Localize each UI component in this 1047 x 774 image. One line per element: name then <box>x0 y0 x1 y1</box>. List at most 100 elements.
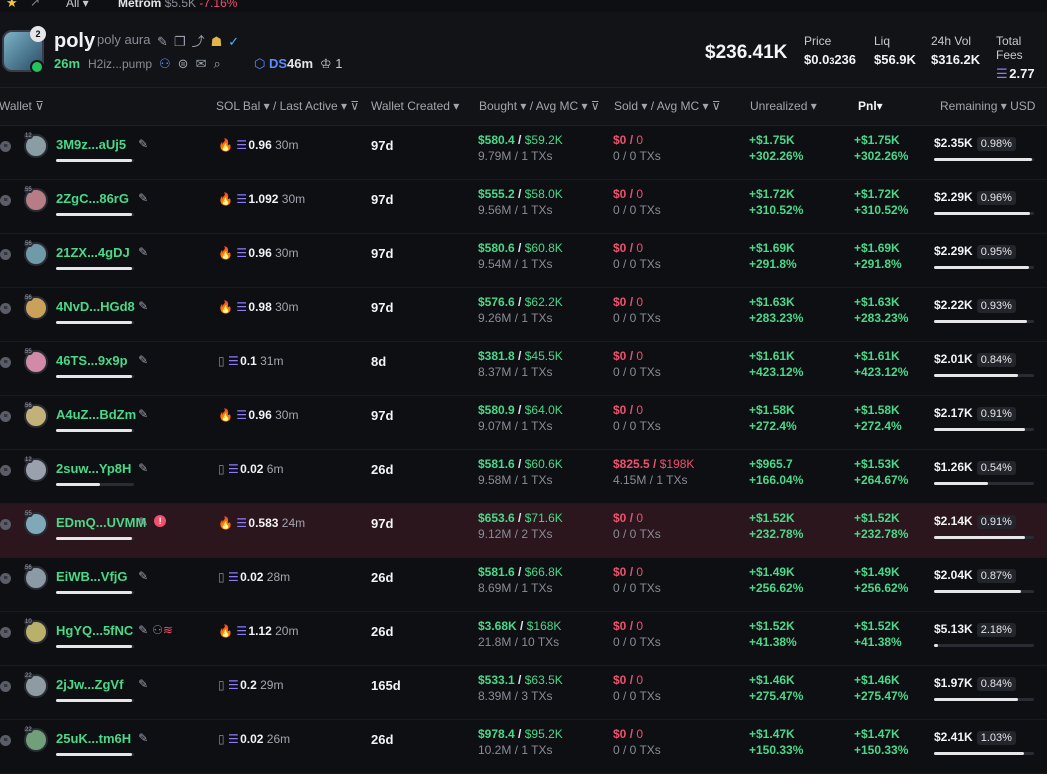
row-menu-icon[interactable]: ≡ <box>0 735 11 746</box>
wallet-address[interactable]: EDmQ...UVMM <box>56 515 147 530</box>
wallet-address[interactable]: 2ZgC...86rG <box>56 191 129 206</box>
edit-icon[interactable]: ✎ <box>138 623 149 637</box>
alert-icon[interactable]: ! <box>154 515 167 527</box>
wallet-address[interactable]: EiWB...VfjG <box>56 569 128 584</box>
avatar[interactable]: 12 <box>24 133 48 158</box>
wallet-address[interactable]: HgYQ...5fNC <box>56 623 134 638</box>
edit-icon[interactable]: ✎ <box>138 137 149 151</box>
edit-icon[interactable]: ✎ <box>138 245 149 259</box>
edit-icon[interactable]: ✎ <box>138 731 149 745</box>
table-row[interactable]: ≡ 56 4NvD...HGd8 ✎ 🔥 ☰ 0.98 30m 97d $576… <box>0 288 1047 342</box>
avatar[interactable]: 56 <box>24 565 48 590</box>
col-wallet[interactable]: Wallet ⊽ <box>0 99 45 113</box>
row-menu-icon[interactable]: ≡ <box>0 465 11 476</box>
search-icon[interactable]: ⌕ <box>213 56 228 71</box>
col-remaining[interactable]: Remaining ▾ USD <box>940 99 1036 113</box>
avatar[interactable]: 55 <box>24 511 48 536</box>
edit-icon[interactable]: ✎ <box>138 191 149 205</box>
table-row[interactable]: ≡ 55 EDmQ...UVMM ✎ ! 🔥 ☰ 0.583 24m 97d $… <box>0 504 1047 558</box>
table-row[interactable]: ≡ 56 EiWB...VfjG ✎ ▯ ☰ 0.02 28m 26d $581… <box>0 558 1047 612</box>
avatar[interactable]: 56 <box>24 403 48 428</box>
edit-icon[interactable]: ✎ <box>138 353 149 367</box>
wallet-address[interactable]: 2suw...Yp8H <box>56 461 132 476</box>
col-bought[interactable]: Bought ▾ / Avg MC ▾ ⊽ <box>479 99 600 113</box>
avatar[interactable]: 22 <box>24 673 48 698</box>
holders-count[interactable]: ♔ 1 <box>320 56 343 71</box>
avatar[interactable]: 22 <box>24 727 48 752</box>
people-icon[interactable]: ☗ <box>210 34 229 49</box>
row-menu-icon[interactable]: ≡ <box>0 141 11 152</box>
avatar-tag: 12 <box>24 133 33 139</box>
verified-icon[interactable]: ✓ <box>228 34 246 49</box>
table-row[interactable]: ≡ 56 A4uZ...BdZm ✎ 🔥 ☰ 0.96 30m 97d $580… <box>0 396 1047 450</box>
community-icon[interactable]: ⚇ <box>159 56 178 71</box>
avatar[interactable]: 12 <box>24 457 48 482</box>
row-menu-icon[interactable]: ≡ <box>0 411 11 422</box>
remaining-cell: $2.35K 0.98% <box>934 136 1016 151</box>
table-row[interactable]: ≡ 10 HgYQ...5fNC ✎ ⚇≋ 🔥 ☰ 1.12 20m 26d $… <box>0 612 1047 666</box>
token-address[interactable]: H2iz...pump <box>88 57 153 71</box>
wallet-address[interactable]: A4uZ...BdZm <box>56 407 137 422</box>
avatar[interactable]: 55 <box>24 187 48 212</box>
col-wallet-created[interactable]: Wallet Created ▾ <box>371 99 460 113</box>
table-row[interactable]: ≡ 12 2suw...Yp8H ✎ ▯ ☰ 0.02 6m 26d $581.… <box>0 450 1047 504</box>
row-menu-icon[interactable]: ≡ <box>0 195 11 206</box>
row-menu-icon[interactable]: ≡ <box>0 303 11 314</box>
remaining-bar-fill <box>934 266 1029 269</box>
dexscreener-link[interactable]: ⬡ DS46m <box>254 56 314 71</box>
row-menu-icon[interactable]: ≡ <box>0 249 11 260</box>
wallet-address[interactable]: 3M9z...aUj5 <box>56 137 127 152</box>
row-menu-icon[interactable]: ≡ <box>0 357 11 368</box>
row-menu-icon[interactable]: ≡ <box>0 627 11 638</box>
avatar[interactable]: 56 <box>24 295 48 320</box>
remaining-pct: 0.87% <box>976 569 1016 583</box>
copy-icon[interactable]: ❐ <box>173 34 192 49</box>
avatar-tag: 55 <box>24 511 33 517</box>
row-menu-icon[interactable]: ≡ <box>0 573 11 584</box>
chat-icon[interactable]: ✉ <box>195 56 214 71</box>
table-row[interactable]: ≡ 55 46TS...9x9p ✎ ▯ ☰ 0.1 31m 8d $381.8… <box>0 342 1047 396</box>
bought-cell: $580.6 / $60.8K 9.54M / 1 TXs <box>478 241 563 271</box>
edit-icon[interactable]: ✎ <box>138 569 149 583</box>
table-row[interactable]: ≡ 22 25uK...tm6H ✎ ▯ ☰ 0.02 26m 26d $978… <box>0 720 1047 774</box>
chart-icon[interactable]: ↗ <box>30 0 41 9</box>
avatar[interactable]: 56 <box>24 241 48 266</box>
edit-icon[interactable]: ✎ <box>157 34 174 49</box>
avatar[interactable]: 10 <box>24 619 48 644</box>
edit-icon[interactable]: ✎ <box>138 677 149 691</box>
remaining-bar-fill <box>934 158 1032 161</box>
wallet-tags[interactable]: ⚇≋ <box>152 623 173 637</box>
wallet-address[interactable]: 21ZX...4gDJ <box>56 245 130 260</box>
token-avatar[interactable]: 2 <box>2 26 46 74</box>
ticker-metrom[interactable]: Metrom $5.5K -7.16% <box>118 0 237 10</box>
table-row[interactable]: ≡ 55 2ZgC...86rG ✎ 🔥 ☰ 1.092 30m 97d $55… <box>0 180 1047 234</box>
sol-balance: 🔥 ☰ 1.092 30m <box>218 192 306 206</box>
col-sol-bal[interactable]: SOL Bal ▾ / Last Active ▾ ⊽ <box>216 99 360 113</box>
wallet-address[interactable]: 2jJw...ZgVf <box>56 677 124 692</box>
row-menu-icon[interactable]: ≡ <box>0 681 11 692</box>
remaining-pct: 0.96% <box>976 191 1016 205</box>
edit-icon[interactable]: ✎ <box>138 299 149 313</box>
sol-balance: 🔥 ☰ 1.12 20m <box>218 624 299 638</box>
table-row[interactable]: ≡ 12 3M9z...aUj5 ✎ 🔥 ☰ 0.96 30m 97d $580… <box>0 126 1047 180</box>
filter-all-select[interactable]: All ▾ <box>66 0 89 10</box>
table-row[interactable]: ≡ 22 2jJw...ZgVf ✎ ▯ ☰ 0.2 29m 165d $533… <box>0 666 1047 720</box>
sold-cell: $0 / 0 0 / 0 TXs <box>613 241 661 271</box>
edit-icon[interactable]: ✎ <box>138 407 149 421</box>
avatar[interactable]: 55 <box>24 349 48 374</box>
col-unrealized[interactable]: Unrealized ▾ <box>750 99 817 113</box>
wallet-address[interactable]: 4NvD...HGd8 <box>56 299 135 314</box>
star-icon[interactable]: ★ <box>6 0 18 10</box>
wallet-address[interactable]: 25uK...tm6H <box>56 731 132 746</box>
share-icon[interactable]: ⤴ <box>191 34 211 49</box>
remaining-bar-track <box>934 644 1034 647</box>
col-sold[interactable]: Sold ▾ / Avg MC ▾ ⊽ <box>614 99 721 113</box>
wallet-address[interactable]: 46TS...9x9p <box>56 353 128 368</box>
row-menu-icon[interactable]: ≡ <box>0 519 11 530</box>
edit-icon[interactable]: ✎ <box>138 515 149 529</box>
col-pnl[interactable]: Pnl▾ <box>858 99 883 113</box>
wallet-bar-fill <box>56 645 132 648</box>
table-row[interactable]: ≡ 56 21ZX...4gDJ ✎ 🔥 ☰ 0.96 30m 97d $580… <box>0 234 1047 288</box>
edit-icon[interactable]: ✎ <box>138 461 149 475</box>
website-icon[interactable]: ⊜ <box>177 56 196 71</box>
